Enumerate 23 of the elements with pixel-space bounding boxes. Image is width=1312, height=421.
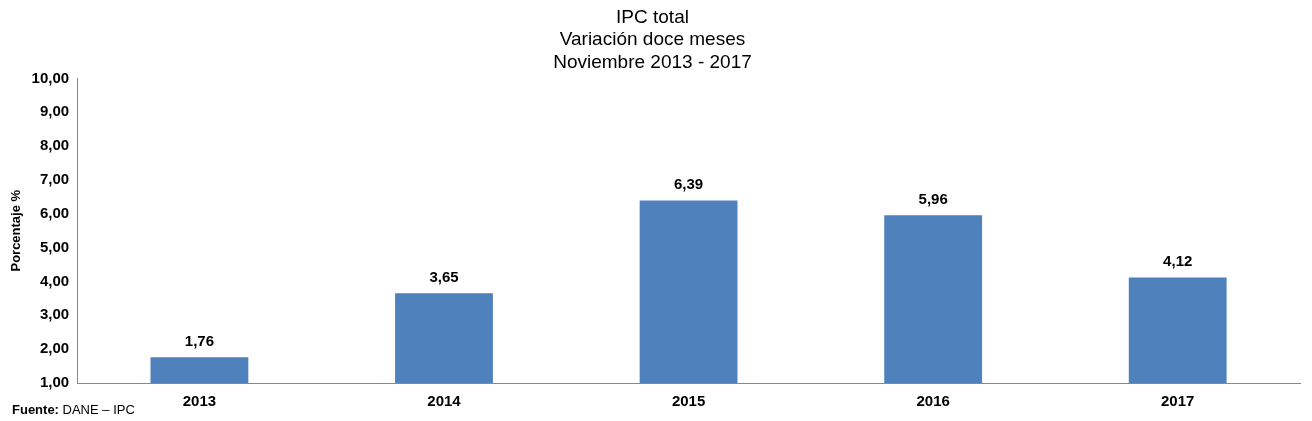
y-tick-label: 10,00: [31, 68, 70, 86]
data-label: 6,39: [673, 175, 704, 193]
chart-title: IPC total Variación doce meses Noviembre 2013 - 2017: [553, 5, 752, 73]
y-tick-label: 6,00: [39, 203, 70, 221]
x-tick-label: 2017: [1161, 392, 1195, 410]
x-tick-label: 2016: [916, 392, 950, 410]
x-tick-label: 2014: [427, 392, 462, 410]
y-tick-label: 5,00: [39, 237, 70, 255]
x-tick-label: 2015: [671, 392, 706, 410]
y-tick-label: 7,00: [39, 170, 70, 188]
data-label: 4,12: [1163, 252, 1193, 270]
y-tick-label: 1,00: [39, 373, 70, 391]
data-label: 1,76: [184, 331, 215, 349]
y-tick-label: 9,00: [39, 102, 70, 120]
y-tick-label: 3,00: [39, 305, 70, 323]
y-axis-title: Porcentaje %: [8, 189, 24, 272]
y-tick-label: 4,00: [39, 271, 70, 289]
y-tick-label: 8,00: [39, 136, 70, 154]
x-tick-label: 2013: [182, 392, 217, 410]
data-label: 3,65: [429, 267, 459, 285]
y-tick-label: 2,00: [39, 339, 70, 357]
data-label: 5,96: [918, 189, 948, 207]
source-note: Fuente: DANE – IPC: [12, 402, 135, 417]
